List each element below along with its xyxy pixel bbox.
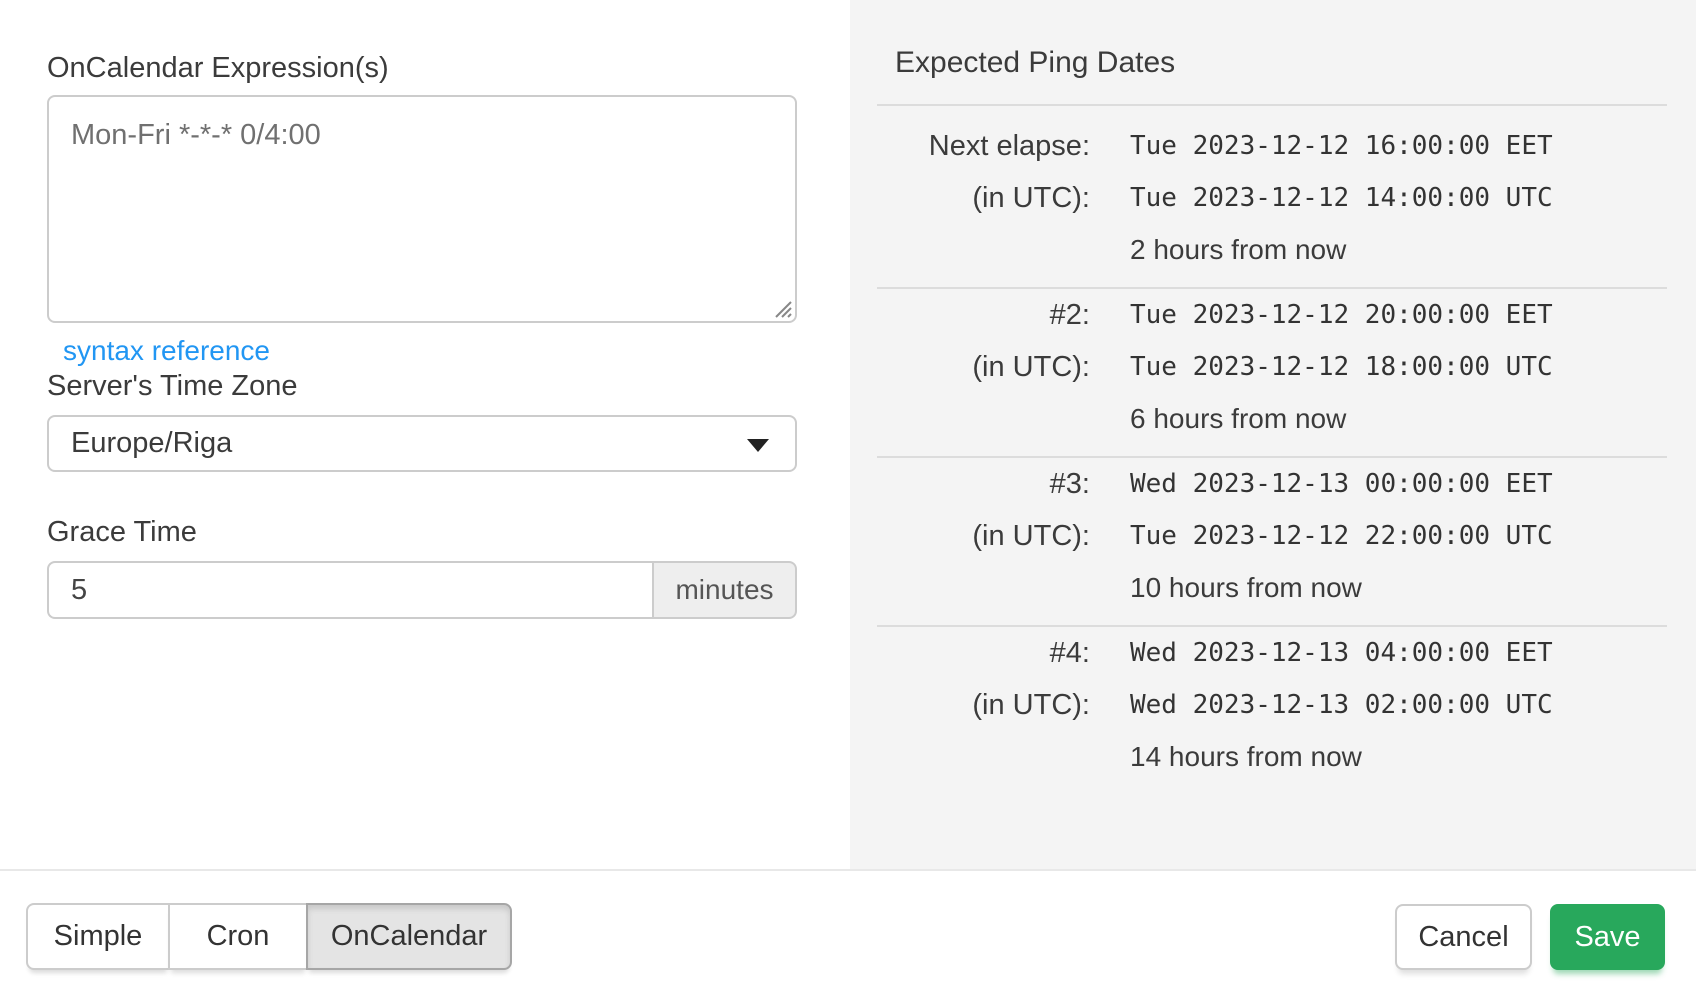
row-value: Tue 2023-12-12 18:00:00 UTC [1130,352,1553,382]
grace-time-group: minutes [47,561,797,619]
row-label: #4: [1049,636,1090,669]
row-note: 6 hours from now [1130,403,1347,434]
ping-row-eet: Next elapse: Tue 2023-12-12 16:00:00 EET [877,120,1667,172]
row-value: Tue 2023-12-12 20:00:00 EET [1130,300,1553,330]
oncalendar-expression-label: OnCalendar Expression(s) [47,52,389,84]
ping-row-note: 2 hours from now [877,224,1667,276]
row-value: Tue 2023-12-12 14:00:00 UTC [1130,183,1553,213]
ping-row-note: 10 hours from now [877,562,1667,614]
ping-row-eet: #2: Tue 2023-12-12 20:00:00 EET [877,289,1667,341]
syntax-reference-link[interactable]: syntax reference [63,335,270,366]
resize-handle-icon[interactable] [770,296,792,318]
tab-simple[interactable]: Simple [26,903,170,970]
ping-row-utc: (in UTC): Tue 2023-12-12 18:00:00 UTC [877,341,1667,393]
row-label: (in UTC): [972,181,1090,214]
row-label: (in UTC): [972,688,1090,721]
row-note: 14 hours from now [1130,741,1362,772]
caret-down-icon [747,438,769,452]
grace-time-label: Grace Time [47,516,197,548]
row-label: (in UTC): [972,519,1090,552]
row-label: #3: [1049,467,1090,500]
row-value: Tue 2023-12-12 22:00:00 UTC [1130,521,1553,551]
row-note: 2 hours from now [1130,234,1347,265]
tab-cron[interactable]: Cron [168,903,308,970]
row-label: (in UTC): [972,350,1090,383]
row-note: 10 hours from now [1130,572,1362,603]
divider [877,625,1667,627]
ping-row-utc: (in UTC): Tue 2023-12-12 22:00:00 UTC [877,510,1667,562]
divider [877,456,1667,458]
row-value: Wed 2023-12-13 02:00:00 UTC [1130,690,1553,720]
divider [877,104,1667,106]
save-button[interactable]: Save [1550,904,1665,970]
grace-time-input[interactable] [47,561,652,619]
row-value: Wed 2023-12-13 00:00:00 EET [1130,469,1553,499]
row-value: Tue 2023-12-12 16:00:00 EET [1130,131,1553,161]
dialog-footer: Simple Cron OnCalendar Cancel Save [0,869,1696,998]
schedule-type-button-group: Simple Cron OnCalendar [26,903,512,970]
row-label: #2: [1049,298,1090,331]
ping-row-note: 14 hours from now [877,731,1667,783]
grace-time-unit-addon: minutes [652,561,797,619]
oncalendar-expression-input[interactable]: Mon-Fri *-*-* 0/4:00 [47,95,797,323]
expected-ping-dates-panel: Expected Ping Dates Next elapse: Tue 202… [850,0,1696,869]
timezone-select[interactable]: Europe/Riga [47,415,797,472]
oncalendar-expression-field: Mon-Fri *-*-* 0/4:00 [47,95,797,323]
row-value: Wed 2023-12-13 04:00:00 EET [1130,638,1553,668]
ping-row-utc: (in UTC): Wed 2023-12-13 02:00:00 UTC [877,679,1667,731]
ping-row-note: 6 hours from now [877,393,1667,445]
ping-row-utc: (in UTC): Tue 2023-12-12 14:00:00 UTC [877,172,1667,224]
cancel-button[interactable]: Cancel [1395,904,1532,970]
timezone-selected-value: Europe/Riga [71,427,233,459]
tab-oncalendar[interactable]: OnCalendar [306,903,512,970]
divider [877,287,1667,289]
ping-row-eet: #3: Wed 2023-12-13 00:00:00 EET [877,458,1667,510]
panel-title: Expected Ping Dates [895,46,1176,79]
row-label: Next elapse: [928,129,1090,162]
timezone-label: Server's Time Zone [47,370,298,402]
ping-row-eet: #4: Wed 2023-12-13 04:00:00 EET [877,627,1667,679]
